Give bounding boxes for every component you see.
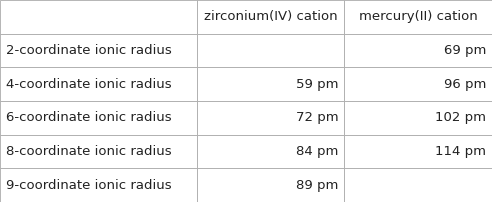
Text: 2-coordinate ionic radius: 2-coordinate ionic radius	[6, 44, 172, 57]
Text: 59 pm: 59 pm	[296, 78, 338, 91]
Text: 9-coordinate ionic radius: 9-coordinate ionic radius	[6, 179, 172, 192]
Bar	[344, 0, 492, 34]
Bar	[197, 34, 344, 67]
Text: 84 pm: 84 pm	[296, 145, 338, 158]
Text: 8-coordinate ionic radius: 8-coordinate ionic radius	[6, 145, 172, 158]
Bar	[344, 168, 492, 202]
Bar	[0, 101, 197, 135]
Bar	[344, 135, 492, 168]
Text: 102 pm: 102 pm	[435, 111, 486, 124]
Text: 96 pm: 96 pm	[444, 78, 486, 91]
Bar	[197, 67, 344, 101]
Text: 72 pm: 72 pm	[296, 111, 338, 124]
Bar	[197, 0, 344, 34]
Bar	[0, 135, 197, 168]
Bar	[197, 168, 344, 202]
Text: zirconium(IV) cation: zirconium(IV) cation	[204, 10, 338, 23]
Bar	[0, 34, 197, 67]
Bar	[344, 101, 492, 135]
Text: 6-coordinate ionic radius: 6-coordinate ionic radius	[6, 111, 172, 124]
Text: 4-coordinate ionic radius: 4-coordinate ionic radius	[6, 78, 172, 91]
Bar	[0, 168, 197, 202]
Bar	[0, 0, 197, 34]
Bar	[197, 101, 344, 135]
Text: 114 pm: 114 pm	[435, 145, 486, 158]
Text: 89 pm: 89 pm	[296, 179, 338, 192]
Bar	[344, 67, 492, 101]
Text: 69 pm: 69 pm	[444, 44, 486, 57]
Bar	[344, 34, 492, 67]
Bar	[197, 135, 344, 168]
Bar	[0, 67, 197, 101]
Text: mercury(II) cation: mercury(II) cation	[359, 10, 478, 23]
